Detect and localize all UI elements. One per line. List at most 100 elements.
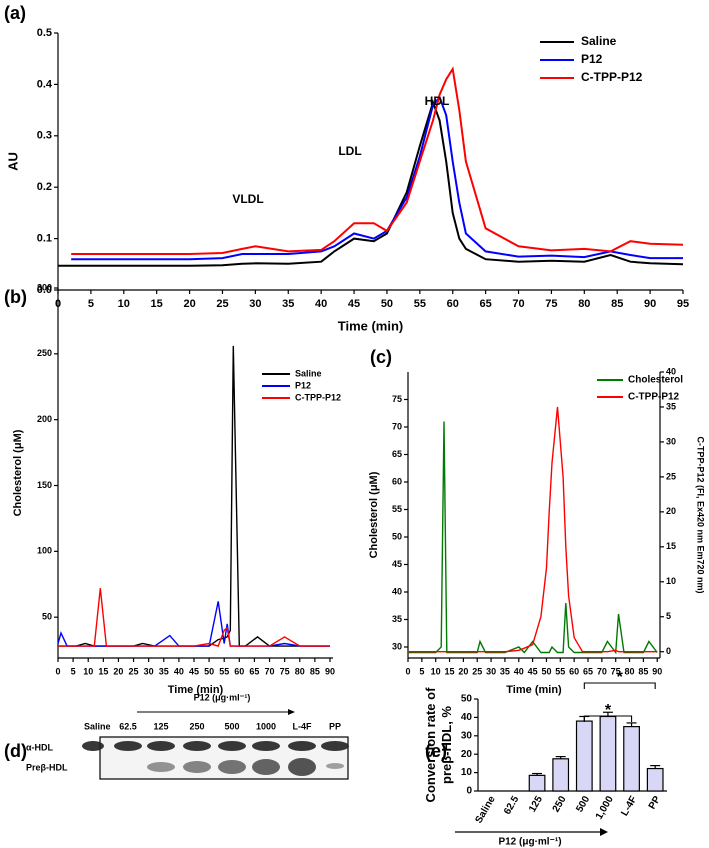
x-tick-label: 65 (249, 666, 259, 676)
y-tick-label: 65 (392, 449, 402, 459)
annotation: VLDL (232, 192, 263, 206)
x-tick-label: 20 (458, 666, 468, 676)
legend-label: C-TPP-P12 (295, 392, 341, 402)
band-alpha (288, 741, 316, 751)
y-tick-label: 55 (392, 504, 402, 514)
x-tick-label: 45 (528, 666, 538, 676)
legend-label: Saline (295, 368, 322, 378)
y-tick-label: 100 (37, 546, 52, 556)
bar (646, 767, 664, 792)
legend-label: C-TPP-P12 (581, 70, 643, 84)
x-tick-label: 90 (652, 666, 662, 676)
y-axis-label: AU (5, 152, 20, 171)
y-axis-label: Cholesterol (μM) (368, 471, 380, 558)
y-tick-label: 250 (37, 348, 52, 358)
lane-label: L-4F (293, 721, 313, 731)
row-label: Preβ-HDL (26, 762, 68, 772)
x-tick-label: 15 (151, 298, 163, 310)
y-tick-label: 30 (392, 641, 402, 651)
x-tick-label: 30 (486, 666, 496, 676)
error-bar (626, 722, 637, 727)
x-tick-label: 60 (447, 298, 459, 310)
y-tick-label: 0.1 (37, 233, 52, 245)
x-tick-label: 30 (144, 666, 154, 676)
y-axis-label-line: preβ-HDL, % (439, 706, 454, 784)
x-tick-label: 50 (381, 298, 393, 310)
legend-label: P12 (581, 52, 603, 66)
bar (528, 774, 546, 792)
panel-label: (a) (4, 3, 26, 23)
band-alpha (82, 741, 104, 751)
x-tick-label: 85 (611, 298, 623, 310)
x-axis-label: Time (min) (506, 684, 562, 696)
lane-label: 500 (224, 721, 239, 731)
x-tick-label: 30 (249, 298, 261, 310)
x-tick-label: 15 (445, 666, 455, 676)
y-tick-label: 300 (37, 282, 52, 292)
x-tick-label: 50 (541, 666, 551, 676)
annotation: LDL (338, 144, 361, 158)
x-tick-label: 40 (174, 666, 184, 676)
x-tick-label: 75 (280, 666, 290, 676)
panel-label: (b) (4, 287, 27, 307)
band-prebeta (218, 760, 246, 774)
x-tick-label: 85 (638, 666, 648, 676)
y-tick-label: 50 (392, 531, 402, 541)
band-prebeta (183, 761, 211, 773)
band-alpha (252, 741, 280, 751)
band-alpha (183, 741, 211, 751)
x-tick-label: 40 (514, 666, 524, 676)
y-tick-label: 10 (461, 767, 473, 778)
x-tick-label: 75 (545, 298, 557, 310)
x-tick-label: 65 (480, 298, 492, 310)
x-tick-label: 35 (500, 666, 510, 676)
y2-tick-label: 20 (666, 506, 676, 516)
x-tick-label: 10 (83, 666, 93, 676)
x-tick-label: 45 (189, 666, 199, 676)
x-tick-label: 15 (98, 666, 108, 676)
y-axis-label: Cholesterol (μM) (12, 429, 24, 516)
y2-tick-label: 25 (666, 471, 676, 481)
y-tick-label: 40 (392, 586, 402, 596)
y-tick-label: 70 (392, 421, 402, 431)
y-tick-label: 0.0 (37, 284, 52, 296)
band-alpha (147, 741, 175, 751)
y-tick-label: 35 (392, 614, 402, 624)
x-tick-label: 10 (118, 298, 130, 310)
y-tick-label: 50 (42, 612, 52, 622)
x-axis-label: P12 (μg·ml⁻¹) (498, 837, 561, 848)
y-tick-label: 0 (466, 786, 472, 797)
x-tick-label: 25 (129, 666, 139, 676)
x-tick-label: 80 (625, 666, 635, 676)
blot-label: P12 (μg·ml⁻¹) (194, 692, 251, 702)
y-tick-label: 0.2 (37, 181, 52, 193)
legend-label: Cholesterol (628, 375, 683, 386)
x-tick-label: 10 (431, 666, 441, 676)
lane-label: Saline (84, 721, 111, 731)
annotation: * (605, 702, 612, 719)
legend-label: P12 (295, 380, 311, 390)
panel-label: (e) (425, 741, 447, 761)
x-tick-label: 35 (282, 298, 294, 310)
x-tick-label: 60 (234, 666, 244, 676)
lane-label: 1000 (256, 721, 276, 731)
x-tick-label: 20 (183, 298, 195, 310)
y-tick-label: 50 (461, 694, 473, 705)
series-line (58, 588, 330, 647)
lane-label: PP (329, 721, 341, 731)
bar (552, 758, 570, 792)
series-line (71, 66, 684, 255)
x-tick-label: 5 (419, 666, 424, 676)
x-tick-label: 85 (310, 666, 320, 676)
x-tick-label: 60 (569, 666, 579, 676)
annotation: HDL (425, 94, 450, 108)
significance-bracket (583, 682, 656, 689)
y2-axis-label: C-TPP-P12 (FI, Ex420 nm Em720 nm) (696, 436, 706, 593)
x-tick-label: 70 (512, 298, 524, 310)
y-tick-label: 0.5 (37, 27, 52, 39)
y2-tick-label: 10 (666, 576, 676, 586)
panel-label: (d) (4, 741, 27, 761)
x-tick-label: 75 (611, 666, 621, 676)
x-tick-label: 50 (204, 666, 214, 676)
bar (599, 715, 617, 792)
